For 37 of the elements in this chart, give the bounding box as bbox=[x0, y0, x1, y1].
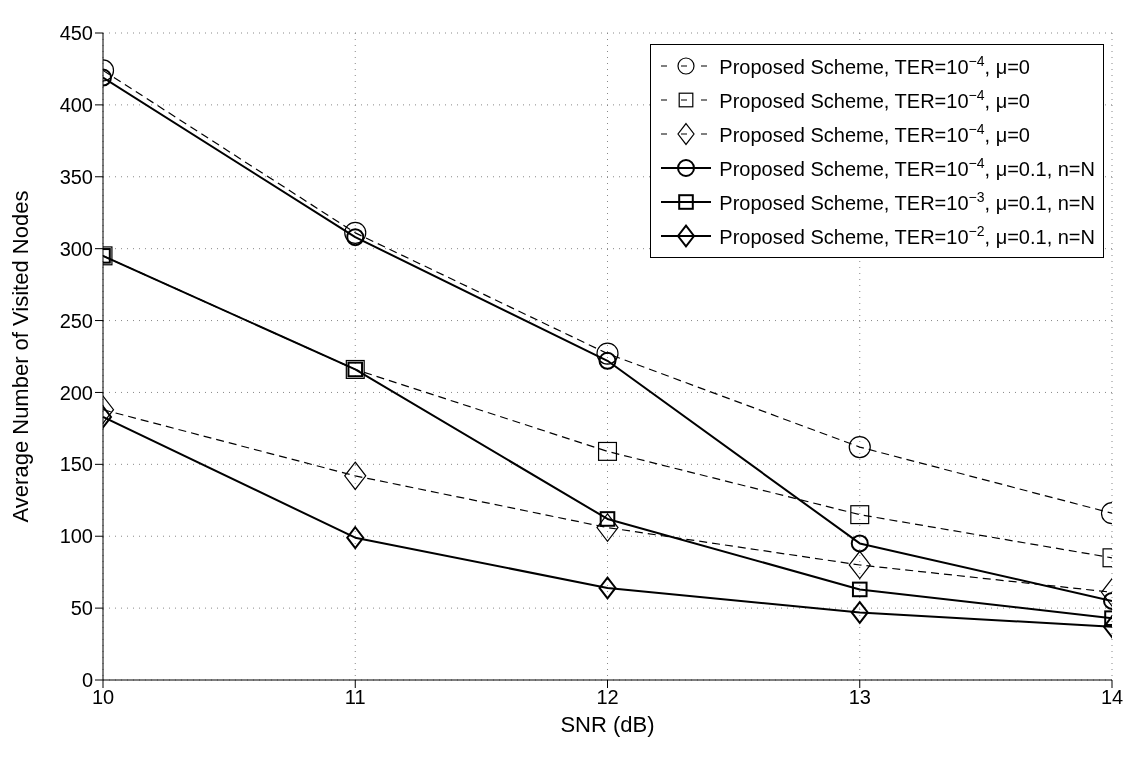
point bbox=[851, 581, 868, 598]
point bbox=[344, 461, 367, 491]
legend-label: Proposed Scheme, TER=10$^{−3}$, μ=0.1, n=N bbox=[719, 189, 1095, 214]
legend-label: Proposed Scheme, TER=10$^{−4}$, μ=0.1, n=N bbox=[719, 155, 1095, 180]
y-tick-label: 300 bbox=[59, 237, 93, 260]
y-tick-label: 400 bbox=[59, 93, 93, 116]
point bbox=[599, 511, 616, 527]
point bbox=[344, 221, 367, 244]
point bbox=[598, 351, 617, 370]
point bbox=[346, 228, 365, 247]
point bbox=[850, 601, 869, 624]
y-tick-label: 200 bbox=[59, 381, 93, 404]
point bbox=[848, 435, 871, 459]
y-tick-label: 450 bbox=[59, 22, 93, 45]
y-tick-label: 350 bbox=[59, 165, 93, 188]
legend-label: Proposed Scheme, TER=10$^{−4}$, μ=0 bbox=[719, 87, 1030, 112]
point bbox=[598, 576, 617, 600]
legend-label: Proposed Scheme, TER=10$^{−2}$, μ=0.1, n=N bbox=[719, 223, 1095, 248]
point bbox=[850, 534, 869, 553]
legend-label: Proposed Scheme, TER=10$^{−4}$, μ=0 bbox=[719, 53, 1030, 78]
point bbox=[848, 550, 871, 580]
point bbox=[596, 342, 619, 365]
x-axis-title: SNR (dB) bbox=[560, 712, 655, 737]
point bbox=[346, 526, 365, 550]
y-tick-label: 0 bbox=[81, 669, 93, 692]
x-tick-label: 12 bbox=[596, 686, 619, 709]
y-tick-label: 250 bbox=[59, 309, 93, 332]
y-tick-label: 100 bbox=[59, 525, 93, 548]
x-tick-label: 13 bbox=[848, 686, 871, 709]
legend-label: Proposed Scheme, TER=10$^{−4}$, μ=0 bbox=[719, 121, 1030, 146]
point bbox=[596, 513, 619, 542]
x-tick-label: 11 bbox=[344, 686, 366, 709]
y-tick-label: 50 bbox=[70, 597, 93, 620]
x-tick-label: 10 bbox=[91, 686, 115, 709]
x-tick-label: 14 bbox=[1100, 686, 1124, 709]
y-tick-label: 150 bbox=[59, 453, 93, 476]
y-axis-title: Average Number of Visited Nodes bbox=[7, 190, 33, 523]
